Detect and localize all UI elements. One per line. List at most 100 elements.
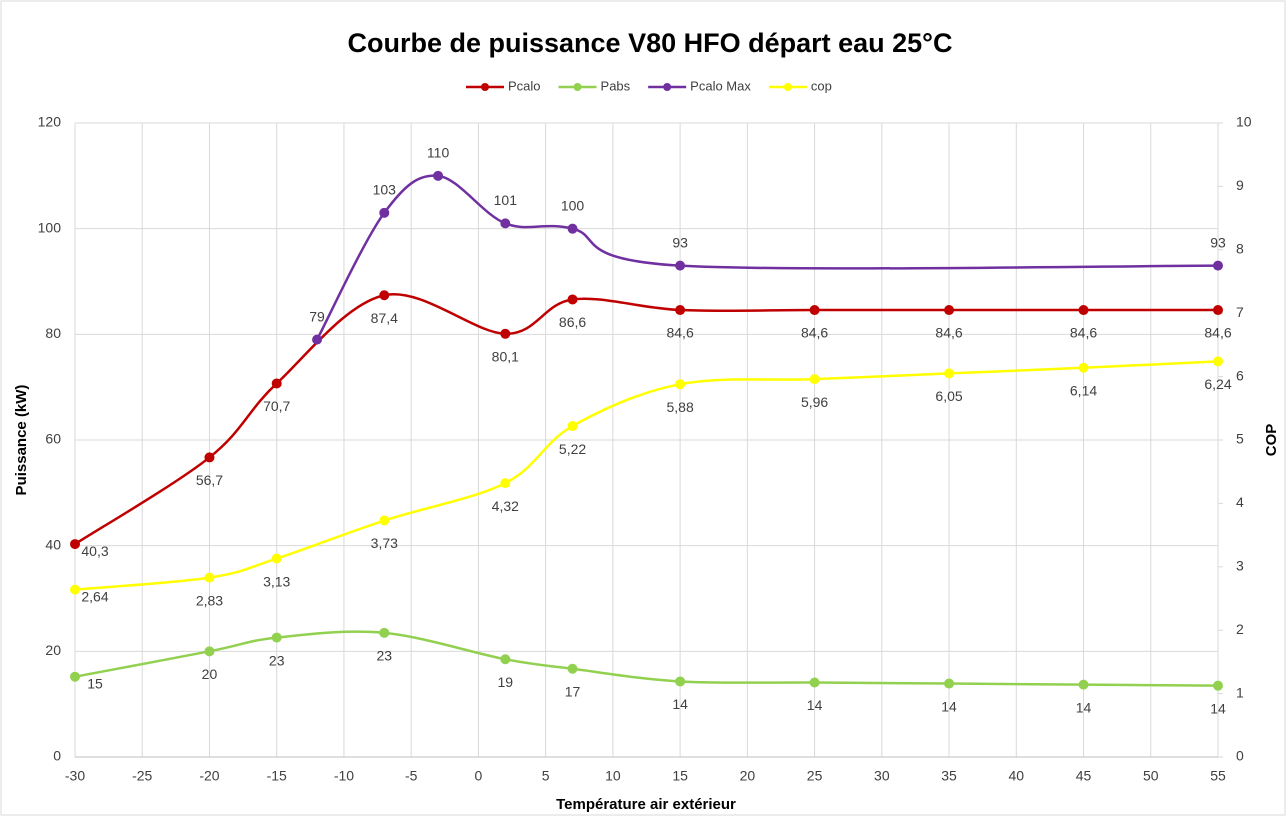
data-point bbox=[567, 663, 578, 674]
data-point bbox=[500, 328, 511, 339]
y-tick-label: 120 bbox=[38, 114, 62, 130]
x-tick-label: -25 bbox=[132, 768, 152, 784]
legend-label: Pcalo bbox=[508, 78, 541, 93]
legend-marker bbox=[573, 83, 582, 91]
y2-tick-label: 9 bbox=[1236, 177, 1244, 193]
data-point bbox=[809, 677, 820, 688]
data-label: 5,96 bbox=[801, 394, 828, 410]
data-point bbox=[271, 553, 282, 564]
data-label: 15 bbox=[87, 675, 103, 691]
data-point bbox=[204, 452, 215, 463]
y2-axis-label: COP bbox=[1263, 424, 1280, 457]
data-point bbox=[70, 584, 80, 595]
data-label: 14 bbox=[1076, 699, 1092, 715]
data-point bbox=[271, 632, 282, 643]
x-tick-label: 5 bbox=[542, 768, 550, 784]
y-tick-label: 80 bbox=[45, 325, 61, 341]
data-label: 84,6 bbox=[1204, 325, 1231, 341]
data-label: 23 bbox=[269, 652, 285, 668]
x-tick-label: -5 bbox=[405, 768, 418, 784]
x-tick-label: 15 bbox=[672, 768, 688, 784]
data-point bbox=[675, 676, 686, 687]
y2-tick-label: 5 bbox=[1236, 431, 1244, 447]
data-point bbox=[944, 368, 955, 379]
data-point bbox=[379, 515, 390, 526]
data-point bbox=[675, 379, 686, 390]
x-tick-label: 20 bbox=[740, 768, 756, 784]
data-point bbox=[500, 654, 511, 665]
y-tick-label: 100 bbox=[38, 219, 62, 235]
x-tick-label: 0 bbox=[475, 768, 483, 784]
data-point bbox=[567, 421, 578, 432]
y2-tick-label: 3 bbox=[1236, 558, 1244, 574]
data-point bbox=[379, 290, 390, 301]
x-tick-label: 40 bbox=[1009, 768, 1025, 784]
y2-tick-label: 0 bbox=[1236, 748, 1244, 764]
data-point bbox=[433, 170, 444, 181]
data-label: 2,83 bbox=[196, 592, 223, 608]
y-tick-label: 60 bbox=[45, 431, 61, 447]
data-point bbox=[500, 478, 511, 489]
y2-tick-label: 10 bbox=[1236, 114, 1252, 130]
data-label: 3,13 bbox=[263, 573, 290, 589]
data-label: 14 bbox=[941, 698, 957, 714]
data-label: 87,4 bbox=[371, 310, 398, 326]
data-point bbox=[1078, 679, 1089, 690]
data-point bbox=[1213, 305, 1223, 316]
data-label: 23 bbox=[376, 648, 392, 664]
y-axis-label: Puissance (kW) bbox=[13, 385, 30, 496]
data-label: 93 bbox=[1210, 234, 1226, 250]
data-label: 5,22 bbox=[559, 441, 586, 457]
x-tick-label: 35 bbox=[941, 768, 957, 784]
legend-marker bbox=[663, 83, 672, 91]
data-point bbox=[675, 260, 686, 271]
data-point bbox=[379, 207, 390, 218]
x-tick-label: 55 bbox=[1210, 768, 1226, 784]
data-point bbox=[204, 572, 215, 583]
data-label: 6,05 bbox=[935, 388, 962, 404]
data-point bbox=[809, 305, 820, 316]
data-label: 56,7 bbox=[196, 472, 223, 488]
y2-tick-label: 2 bbox=[1236, 621, 1244, 637]
data-point bbox=[567, 223, 578, 234]
data-point bbox=[675, 305, 686, 316]
y2-tick-label: 6 bbox=[1236, 367, 1244, 383]
chart-title: Courbe de puissance V80 HFO départ eau 2… bbox=[348, 28, 953, 58]
x-tick-label: -10 bbox=[334, 768, 354, 784]
x-axis-label: Température air extérieur bbox=[556, 796, 736, 813]
y2-tick-label: 8 bbox=[1236, 241, 1244, 257]
data-label: 101 bbox=[494, 192, 518, 208]
data-label: 2,64 bbox=[81, 588, 108, 604]
data-point bbox=[271, 378, 282, 389]
y-tick-label: 40 bbox=[45, 536, 61, 552]
data-label: 6,24 bbox=[1204, 376, 1231, 392]
series-line bbox=[74, 360, 1219, 591]
data-label: 3,73 bbox=[371, 535, 398, 551]
data-point bbox=[1078, 362, 1089, 373]
y2-tick-label: 4 bbox=[1236, 494, 1244, 510]
data-label: 20 bbox=[202, 666, 218, 682]
data-label: 84,6 bbox=[666, 325, 693, 341]
data-point bbox=[944, 305, 955, 316]
data-label: 6,14 bbox=[1070, 382, 1097, 398]
data-label: 5,88 bbox=[666, 399, 693, 415]
data-label: 103 bbox=[373, 182, 397, 198]
data-label: 14 bbox=[672, 696, 688, 712]
y-tick-label: 0 bbox=[53, 748, 61, 764]
data-label: 40,3 bbox=[81, 543, 108, 559]
data-point bbox=[809, 374, 820, 385]
y2-tick-label: 1 bbox=[1236, 684, 1244, 700]
x-tick-label: 30 bbox=[874, 768, 890, 784]
data-label: 84,6 bbox=[1070, 325, 1097, 341]
data-point bbox=[567, 294, 578, 305]
data-label: 86,6 bbox=[559, 314, 586, 330]
series-line bbox=[74, 630, 1219, 687]
data-point bbox=[204, 646, 215, 657]
legend-marker bbox=[481, 83, 489, 91]
data-point bbox=[379, 627, 390, 638]
data-label: 14 bbox=[1210, 700, 1226, 716]
x-tick-label: -15 bbox=[267, 768, 287, 784]
data-label: 84,6 bbox=[801, 325, 828, 341]
data-label: 93 bbox=[672, 234, 688, 250]
